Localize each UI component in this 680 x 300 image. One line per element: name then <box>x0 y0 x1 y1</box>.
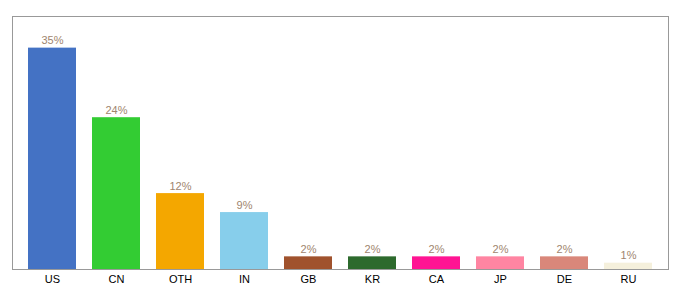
svg-text:OTH: OTH <box>169 273 192 285</box>
svg-text:DE: DE <box>557 273 572 285</box>
svg-text:CA: CA <box>429 273 445 285</box>
svg-text:24%: 24% <box>105 104 127 116</box>
svg-text:CN: CN <box>109 273 125 285</box>
svg-text:US: US <box>45 273 60 285</box>
svg-text:KR: KR <box>365 273 380 285</box>
svg-text:IN: IN <box>239 273 250 285</box>
svg-text:RU: RU <box>621 273 637 285</box>
svg-text:1%: 1% <box>621 249 637 261</box>
svg-text:2%: 2% <box>429 243 445 255</box>
svg-text:GB: GB <box>301 273 317 285</box>
svg-text:2%: 2% <box>301 243 317 255</box>
svg-text:12%: 12% <box>169 180 191 192</box>
svg-text:35%: 35% <box>41 34 63 46</box>
svg-text:2%: 2% <box>493 243 509 255</box>
svg-text:9%: 9% <box>237 199 253 211</box>
svg-text:2%: 2% <box>557 243 573 255</box>
svg-text:JP: JP <box>494 273 507 285</box>
svg-text:2%: 2% <box>365 243 381 255</box>
